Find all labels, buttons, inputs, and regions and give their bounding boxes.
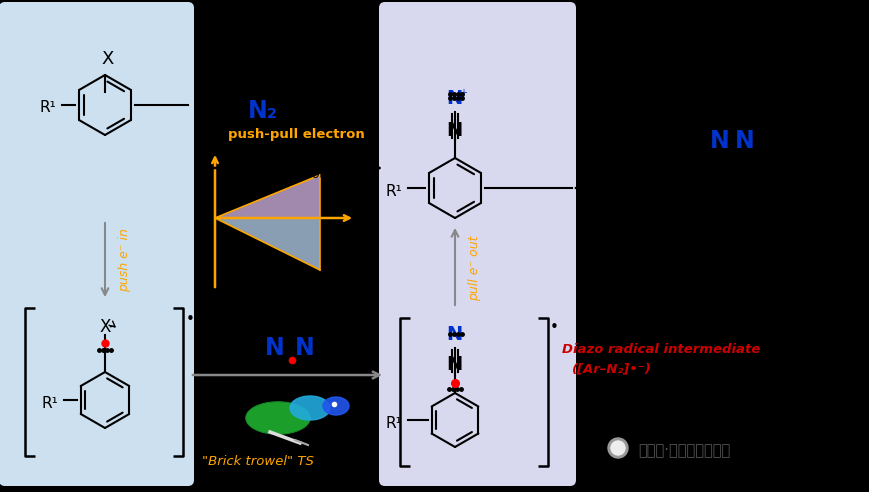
Text: push-pull electron: push-pull electron <box>228 128 364 141</box>
Text: N: N <box>709 129 729 153</box>
Text: N: N <box>265 336 284 360</box>
Text: R¹: R¹ <box>385 416 401 430</box>
Text: ([Ar–N₂]•⁻): ([Ar–N₂]•⁻) <box>571 362 651 375</box>
Circle shape <box>610 441 624 455</box>
Text: "Brick trowel" TS: "Brick trowel" TS <box>202 455 314 468</box>
Text: N₂: N₂ <box>248 99 278 123</box>
Text: N: N <box>446 355 461 374</box>
Text: R¹: R¹ <box>385 184 401 198</box>
Text: pull σ* out: pull σ* out <box>269 168 331 181</box>
Text: Diazo radical intermediate: Diazo radical intermediate <box>561 343 760 356</box>
Text: R¹: R¹ <box>41 396 58 410</box>
Text: R¹: R¹ <box>39 100 56 116</box>
Circle shape <box>607 438 627 458</box>
Polygon shape <box>322 397 348 415</box>
Text: N: N <box>446 89 461 108</box>
Text: X: X <box>99 318 110 336</box>
FancyBboxPatch shape <box>379 2 575 486</box>
Text: push e⁻ in: push e⁻ in <box>118 228 131 292</box>
Text: N: N <box>734 129 754 153</box>
Text: N: N <box>446 325 461 344</box>
Polygon shape <box>215 175 320 218</box>
Polygon shape <box>246 402 309 434</box>
Text: 公众号·高分子科学前沿: 公众号·高分子科学前沿 <box>637 443 729 459</box>
FancyBboxPatch shape <box>0 2 194 486</box>
Text: pull e⁻ out: pull e⁻ out <box>468 235 481 301</box>
Text: •: • <box>549 320 558 335</box>
Text: X: X <box>102 50 114 68</box>
Text: ⁺: ⁺ <box>460 88 468 103</box>
Text: N: N <box>295 336 315 360</box>
Text: N: N <box>446 121 461 140</box>
Polygon shape <box>289 396 329 420</box>
Text: •⁻: •⁻ <box>186 312 202 327</box>
Text: push σ⁻ in: push σ⁻ in <box>225 270 285 283</box>
Polygon shape <box>215 218 320 270</box>
